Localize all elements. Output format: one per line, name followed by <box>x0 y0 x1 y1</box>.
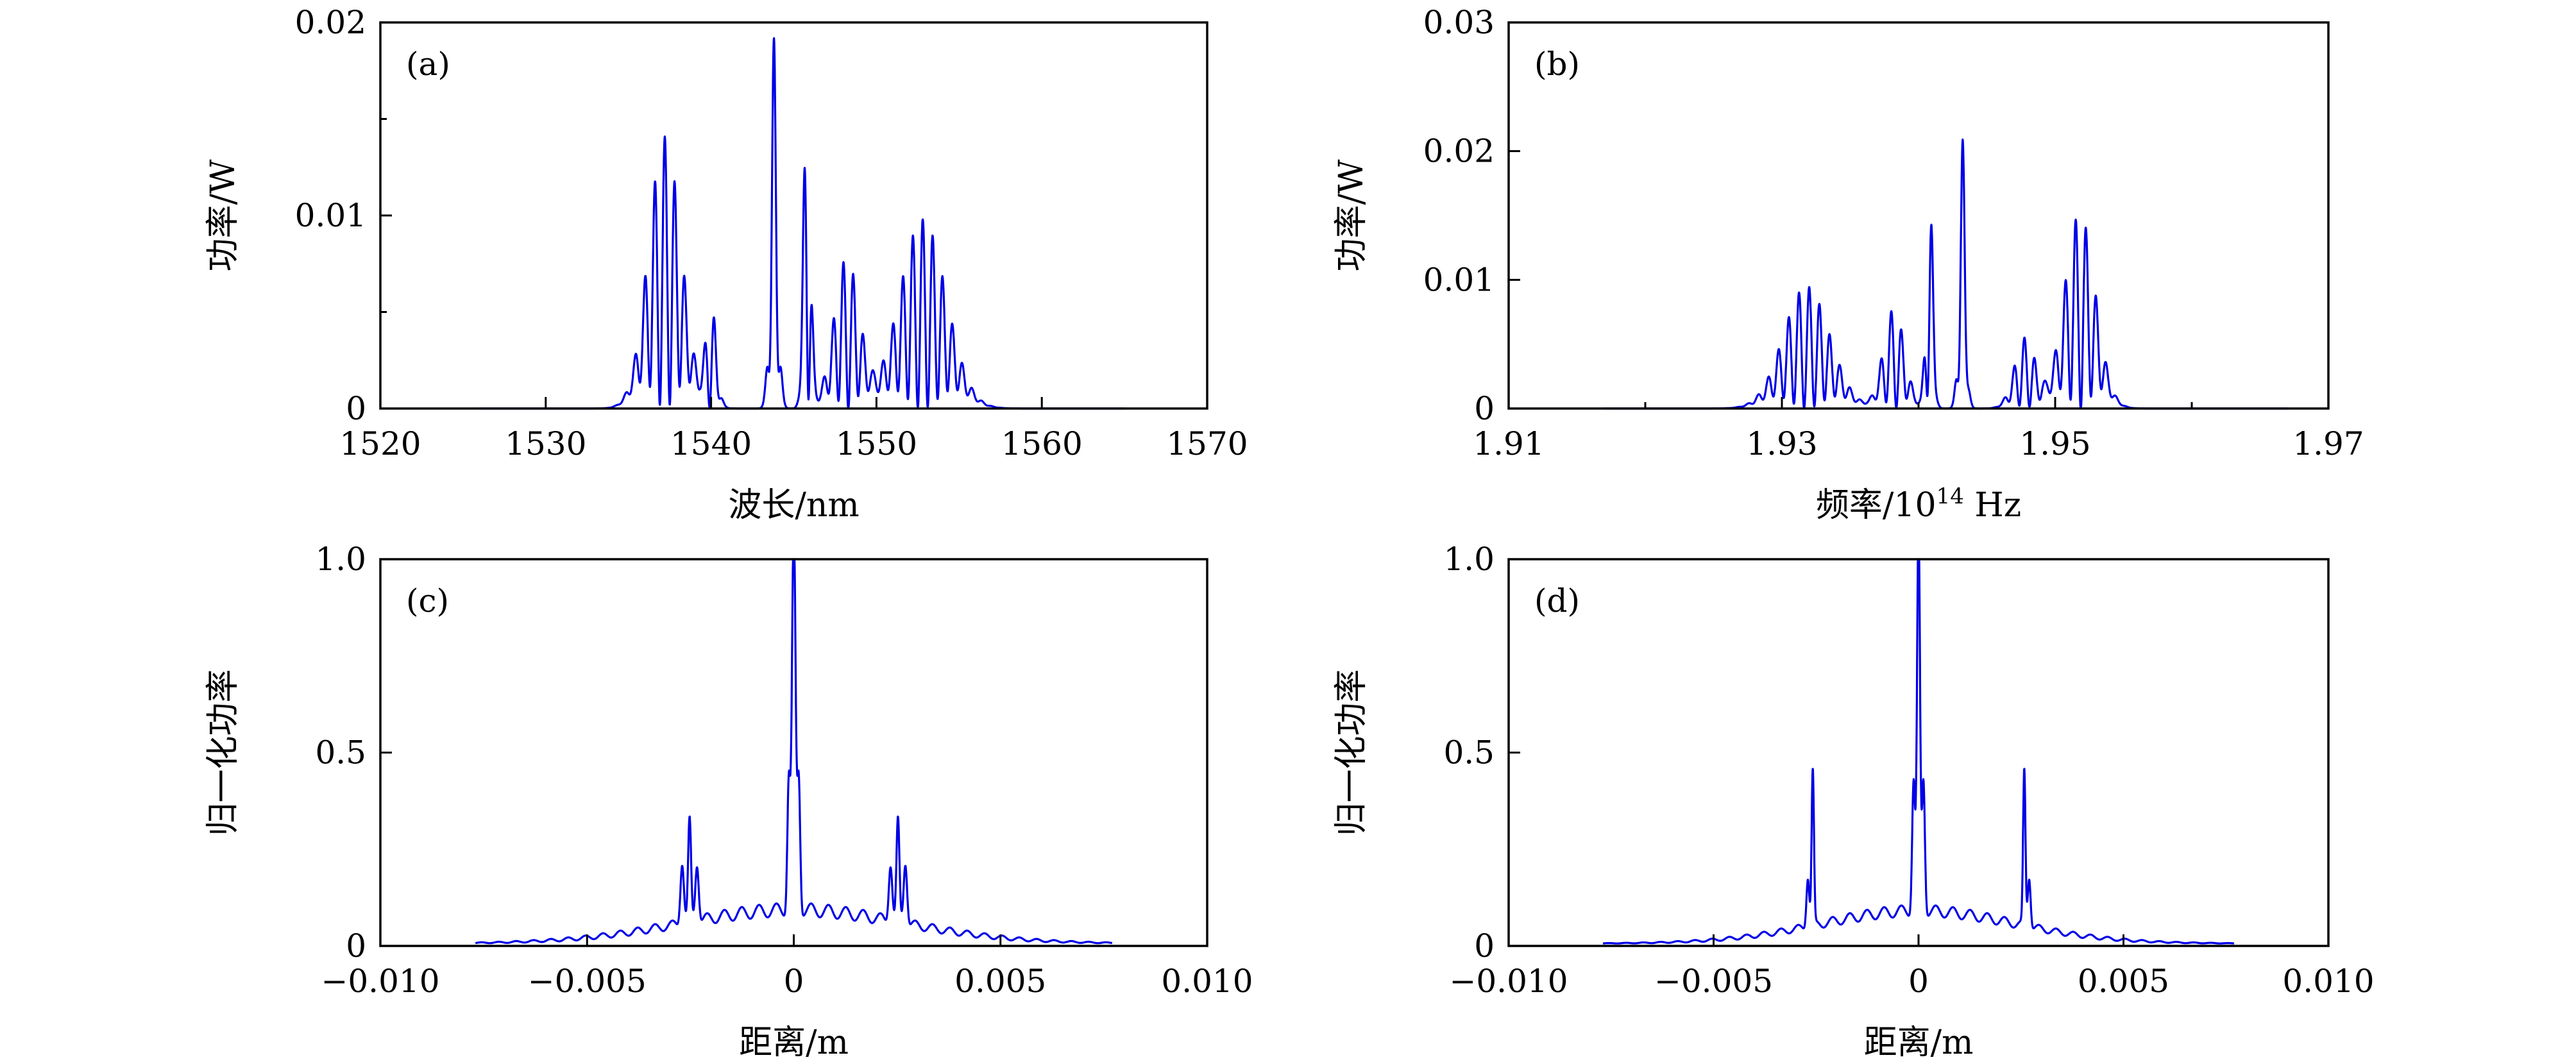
x-tick-label: −0.005 <box>1654 963 1773 1000</box>
x-axis-label: 距离/m <box>1864 1024 1974 1062</box>
x-tick-label: 1530 <box>505 425 586 462</box>
x-axis-label-superscript: 14 <box>1936 484 1964 509</box>
y-tick-label: 0.03 <box>1423 4 1495 41</box>
y-tick-label: 0.02 <box>295 4 366 41</box>
panel-c: −0.010 −0.005 0 0.005 0.010 0 0.5 1.0 (c) 距离/m 归一化… <box>204 541 1253 1062</box>
y-tick-label: 0.01 <box>1423 261 1495 298</box>
y-axis-label: 归一化功率 <box>1332 669 1371 836</box>
panel-a: 1520 1530 1540 1550 1560 1570 0 0.01 0.02 (a) 波长/n… <box>204 4 1248 525</box>
y-tick-label: 0.01 <box>295 197 366 234</box>
y-axis-label: 归一化功率 <box>204 669 242 836</box>
x-tick-label: 1540 <box>670 425 752 462</box>
x-tick-label: 0.005 <box>954 963 1046 1000</box>
x-axis-label: 波长/nm <box>728 486 859 525</box>
y-tick-label: 0.5 <box>1443 734 1495 771</box>
x-tick-label: 1.93 <box>1746 425 1817 462</box>
x-tick-label: 1.91 <box>1473 425 1544 462</box>
x-tick-label: 1.95 <box>2019 425 2090 462</box>
x-axis-label-suffix: Hz <box>1964 486 2021 525</box>
x-tick-label: 1520 <box>339 425 421 462</box>
x-tick-label: 0.010 <box>2282 963 2374 1000</box>
x-tick-label: −0.005 <box>528 963 647 1000</box>
x-tick-label: 0.005 <box>2078 963 2169 1000</box>
y-tick-label: 0 <box>346 927 366 965</box>
x-tick-label: 1560 <box>1001 425 1083 462</box>
x-tick-label: 1570 <box>1166 425 1248 462</box>
x-axis-label: 频率/1014 Hz <box>1816 484 2021 525</box>
x-tick-label: −0.010 <box>321 963 439 1000</box>
panel-b: 1.91 1.93 1.95 1.97 0 0.01 0.02 0.03 (b) 频率/1014 … <box>1332 4 2364 525</box>
y-tick-label: 0.5 <box>315 734 366 771</box>
panel-label: (a) <box>406 46 450 83</box>
x-tick-label: 1.97 <box>2292 425 2364 462</box>
y-tick-label: 0.02 <box>1423 133 1495 170</box>
y-tick-label: 0 <box>1474 927 1495 965</box>
panel-label: (c) <box>406 582 449 620</box>
y-axis-label: 功率/W <box>204 159 242 272</box>
x-tick-label: −0.010 <box>1449 963 1568 1000</box>
x-tick-label: 0.010 <box>1161 963 1253 1000</box>
y-tick-label: 1.0 <box>1443 541 1495 578</box>
x-tick-label: 0 <box>784 963 804 1000</box>
y-tick-label: 1.0 <box>315 541 366 578</box>
panel-d: −0.010 −0.005 0 0.005 0.010 0 0.5 1.0 (d) 距离/m 归一化… <box>1332 541 2375 1062</box>
y-tick-label: 0 <box>346 390 366 427</box>
x-tick-label: 1550 <box>836 425 917 462</box>
panel-label: (b) <box>1534 46 1580 83</box>
panel-label: (d) <box>1534 582 1580 620</box>
y-axis-label: 功率/W <box>1332 159 1371 272</box>
y-tick-label: 0 <box>1474 390 1495 427</box>
x-tick-label: 0 <box>1908 963 1929 1000</box>
x-axis-label: 距离/m <box>739 1024 849 1062</box>
